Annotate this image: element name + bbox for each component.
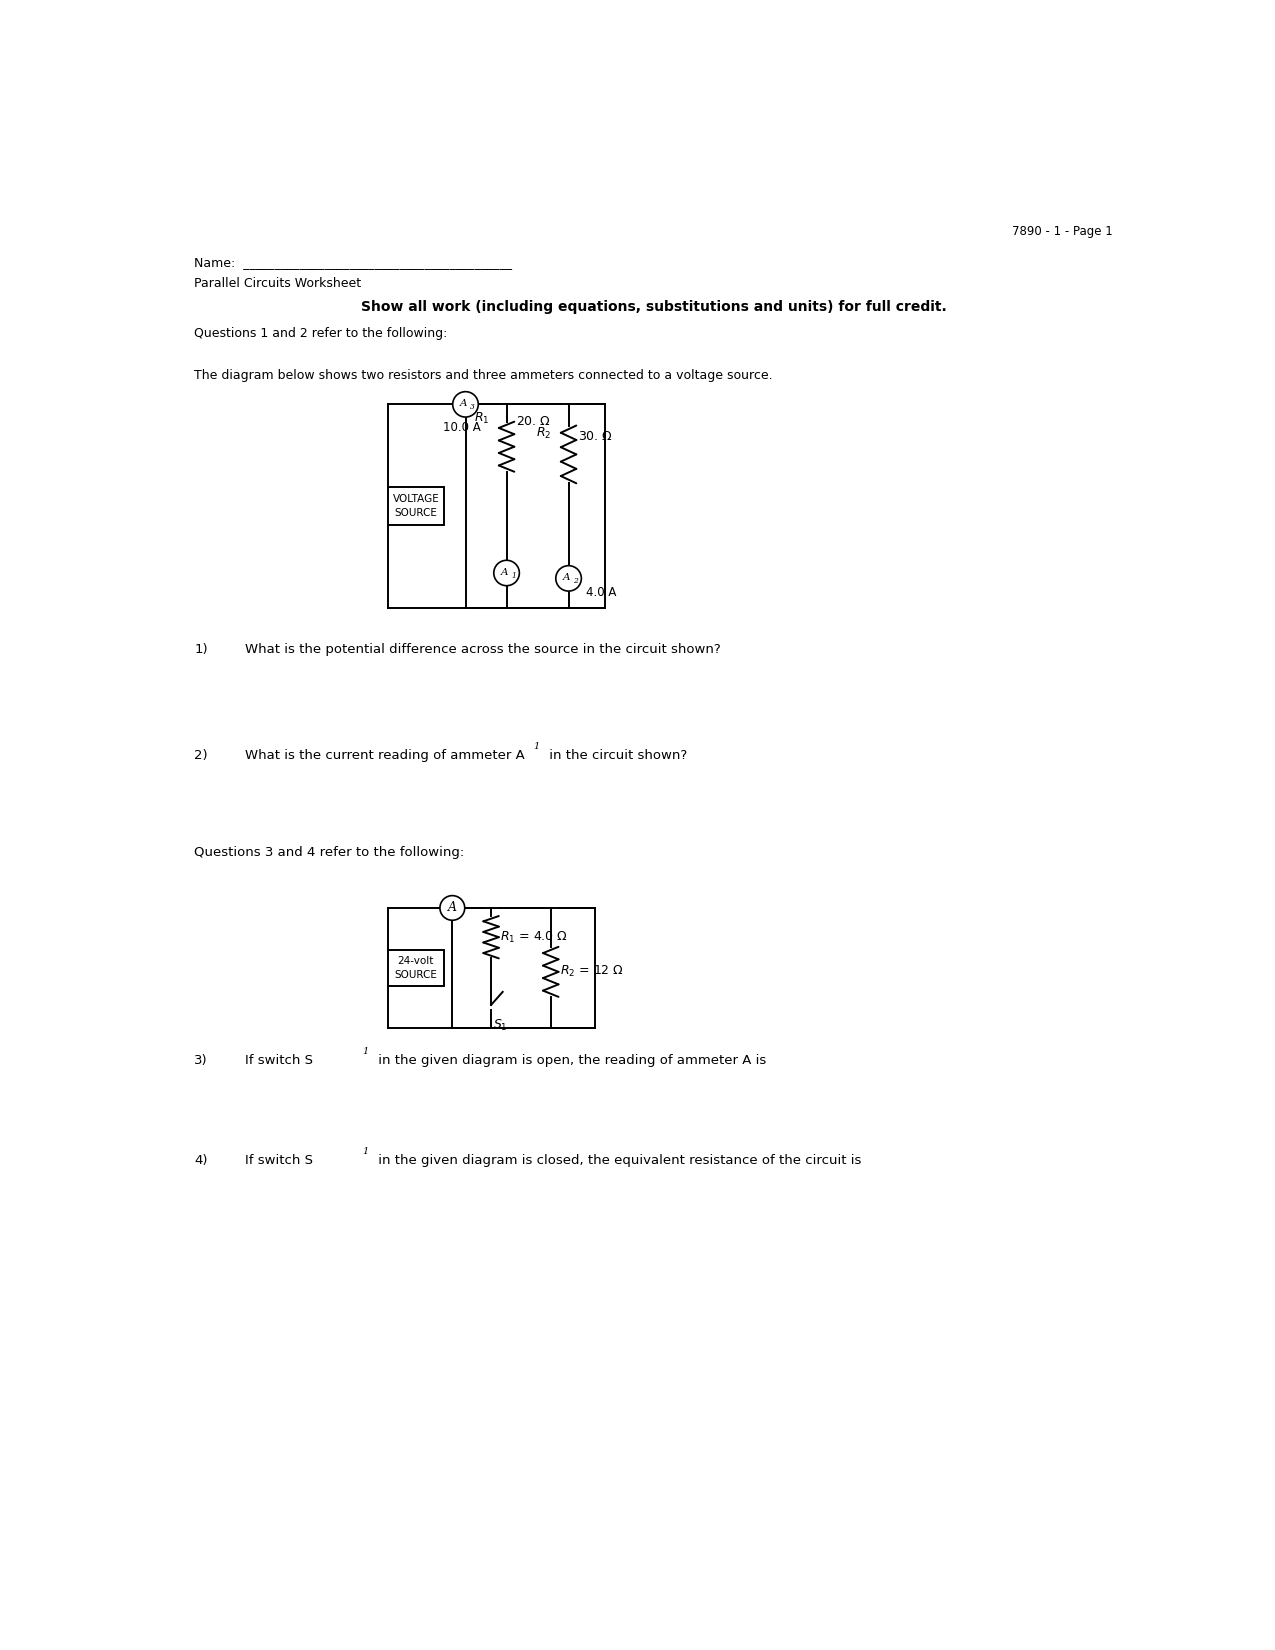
Text: If switch S: If switch S: [245, 1054, 312, 1068]
Text: 1: 1: [533, 742, 539, 751]
Text: 3: 3: [470, 404, 474, 411]
Text: A: A: [562, 573, 570, 582]
Text: 1: 1: [362, 1147, 368, 1157]
Text: $S_1$: $S_1$: [492, 1018, 507, 1033]
Text: 10.0 A: 10.0 A: [442, 421, 481, 434]
Text: Questions 1 and 2 refer to the following:: Questions 1 and 2 refer to the following…: [194, 327, 448, 340]
Text: $R_2$: $R_2$: [537, 426, 552, 441]
Circle shape: [453, 391, 478, 417]
Text: Name:  ___________________________________________: Name: __________________________________…: [194, 256, 513, 269]
Text: $R_1$ = 4.0 $\Omega$: $R_1$ = 4.0 $\Omega$: [500, 929, 569, 945]
Text: The diagram below shows two resistors and three ammeters connected to a voltage : The diagram below shows two resistors an…: [194, 370, 773, 381]
FancyBboxPatch shape: [388, 949, 444, 987]
Text: SOURCE: SOURCE: [394, 970, 437, 980]
Text: VOLTAGE: VOLTAGE: [393, 495, 440, 505]
Text: 4): 4): [194, 1155, 208, 1167]
Circle shape: [493, 561, 519, 586]
FancyBboxPatch shape: [388, 487, 444, 525]
Text: Questions 3 and 4 refer to the following:: Questions 3 and 4 refer to the following…: [194, 846, 464, 860]
Text: Parallel Circuits Worksheet: Parallel Circuits Worksheet: [194, 277, 361, 289]
Text: 3): 3): [194, 1054, 208, 1068]
Text: 1: 1: [511, 573, 516, 581]
Text: 20. $\Omega$: 20. $\Omega$: [516, 414, 551, 427]
Text: A: A: [501, 568, 507, 577]
Circle shape: [440, 896, 464, 921]
Text: 4.0 A: 4.0 A: [585, 586, 616, 599]
Text: If switch S: If switch S: [245, 1155, 312, 1167]
Text: $R_1$: $R_1$: [474, 411, 490, 426]
Text: SOURCE: SOURCE: [394, 508, 437, 518]
Text: in the given diagram is closed, the equivalent resistance of the circuit is: in the given diagram is closed, the equi…: [374, 1155, 862, 1167]
Text: in the given diagram is open, the reading of ammeter A is: in the given diagram is open, the readin…: [374, 1054, 766, 1068]
Text: A: A: [459, 399, 467, 408]
Text: 1): 1): [194, 644, 208, 657]
Text: What is the current reading of ammeter A: What is the current reading of ammeter A: [245, 749, 524, 762]
Text: 1: 1: [362, 1048, 368, 1056]
Text: $R_2$ = 12 $\Omega$: $R_2$ = 12 $\Omega$: [560, 964, 623, 980]
Text: 30. $\Omega$: 30. $\Omega$: [578, 431, 613, 444]
Text: 2): 2): [194, 749, 208, 762]
Text: 24-volt: 24-volt: [398, 957, 434, 967]
Text: in the circuit shown?: in the circuit shown?: [544, 749, 687, 762]
Text: Show all work (including equations, substitutions and units) for full credit.: Show all work (including equations, subs…: [361, 300, 946, 314]
Text: What is the potential difference across the source in the circuit shown?: What is the potential difference across …: [245, 644, 720, 657]
Circle shape: [556, 566, 581, 591]
Text: 7890 - 1 - Page 1: 7890 - 1 - Page 1: [1012, 224, 1113, 238]
Text: 2: 2: [572, 578, 578, 586]
Text: A: A: [448, 901, 456, 914]
